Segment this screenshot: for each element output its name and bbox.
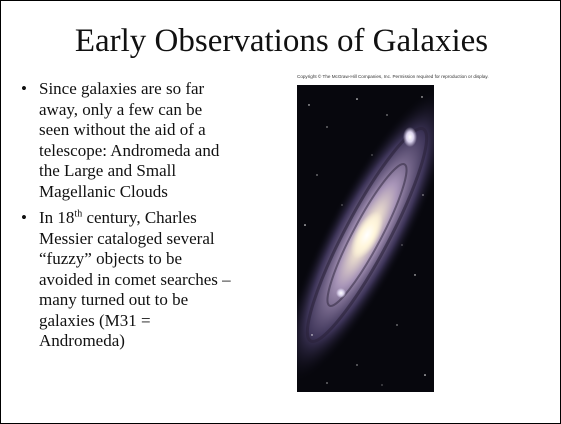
slide-title: Early Observations of Galaxies — [1, 23, 561, 60]
bullet-text: century, Charles Messier cataloged sever… — [39, 208, 231, 350]
bullet: In 18th century, Charles Messier catalog… — [19, 208, 231, 352]
satellite-galaxy — [336, 288, 346, 298]
galaxy-image — [297, 85, 434, 392]
bullet: Since galaxies are so far away, only a f… — [19, 79, 231, 202]
copyright: Copyright © The McGraw-Hill Companies, I… — [297, 74, 489, 79]
bullet-text: Since galaxies are so far away, only a f… — [39, 79, 219, 201]
satellite-galaxy — [403, 127, 417, 147]
bullet-text: In 18 — [39, 208, 74, 227]
slide: Early Observations of Galaxies Since gal… — [0, 0, 561, 424]
bullet-list: Since galaxies are so far away, only a f… — [19, 79, 231, 358]
